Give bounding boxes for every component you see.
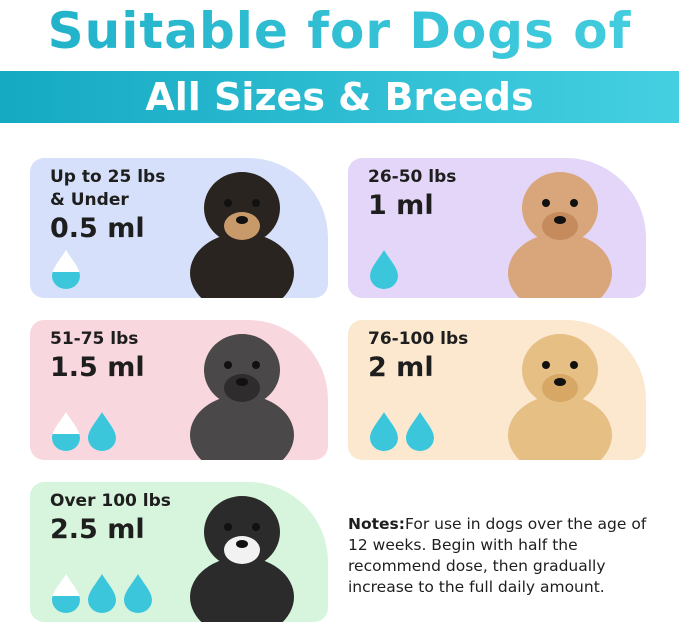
dose-amount: 1.5 ml (50, 352, 145, 383)
dog-photo-alaskan-malamute (190, 496, 294, 622)
weight-label: 26-50 lbs (368, 167, 457, 187)
half-drop-icon (52, 250, 80, 289)
card-text: Up to 25 lbs & Under 0.5 ml (50, 166, 165, 246)
dose-amount: 1 ml (368, 190, 434, 221)
weight-label: Over 100 lbs (50, 491, 171, 511)
half-drop-icon (52, 412, 80, 451)
card-text: 26-50 lbs 1 ml (368, 166, 456, 223)
dose-amount: 2 ml (368, 352, 434, 383)
full-drop-icon (88, 412, 116, 451)
dose-drops (50, 248, 82, 290)
weight-label: 51-75 lbs (50, 329, 139, 349)
dosage-card-french-bulldog: 51-75 lbs 1.5 ml (30, 320, 328, 460)
weight-label: Up to 25 lbs (50, 167, 166, 187)
headline: Suitable for Dogs of (0, 2, 679, 60)
dosage-card-chihuahua: Up to 25 lbs & Under 0.5 ml (30, 158, 328, 298)
dose-drops (50, 572, 154, 614)
dog-photo-poodle (508, 172, 612, 298)
full-drop-icon (370, 412, 398, 451)
dog-photo-golden-retriever (508, 334, 612, 460)
subheadline: All Sizes & Breeds (145, 75, 534, 119)
dosage-card-golden-retriever: 76-100 lbs 2 ml (348, 320, 646, 460)
full-drop-icon (370, 250, 398, 289)
notes-text: For use in dogs over the age of 12 weeks… (348, 515, 647, 596)
full-drop-icon (88, 574, 116, 613)
half-drop-icon (52, 574, 80, 613)
dog-photo-french-bulldog (190, 334, 294, 460)
full-drop-icon (406, 412, 434, 451)
card-text: Over 100 lbs 2.5 ml (50, 490, 171, 547)
full-drop-icon (124, 574, 152, 613)
weight-label-2: & Under (50, 190, 129, 210)
weight-label: 76-100 lbs (368, 329, 469, 349)
dose-drops (368, 248, 400, 290)
dosage-card-poodle: 26-50 lbs 1 ml (348, 158, 646, 298)
card-text: 51-75 lbs 1.5 ml (50, 328, 145, 385)
notes: Notes:For use in dogs over the age of 12… (348, 514, 658, 598)
dose-drops (50, 410, 118, 452)
card-text: 76-100 lbs 2 ml (368, 328, 468, 385)
dog-photo-chihuahua (190, 172, 294, 298)
subtitle-band: All Sizes & Breeds (0, 71, 679, 123)
dose-drops (368, 410, 436, 452)
dosage-card-alaskan-malamute: Over 100 lbs 2.5 ml (30, 482, 328, 622)
dose-amount: 0.5 ml (50, 213, 145, 244)
notes-heading: Notes: (348, 515, 405, 533)
dose-amount: 2.5 ml (50, 514, 145, 545)
